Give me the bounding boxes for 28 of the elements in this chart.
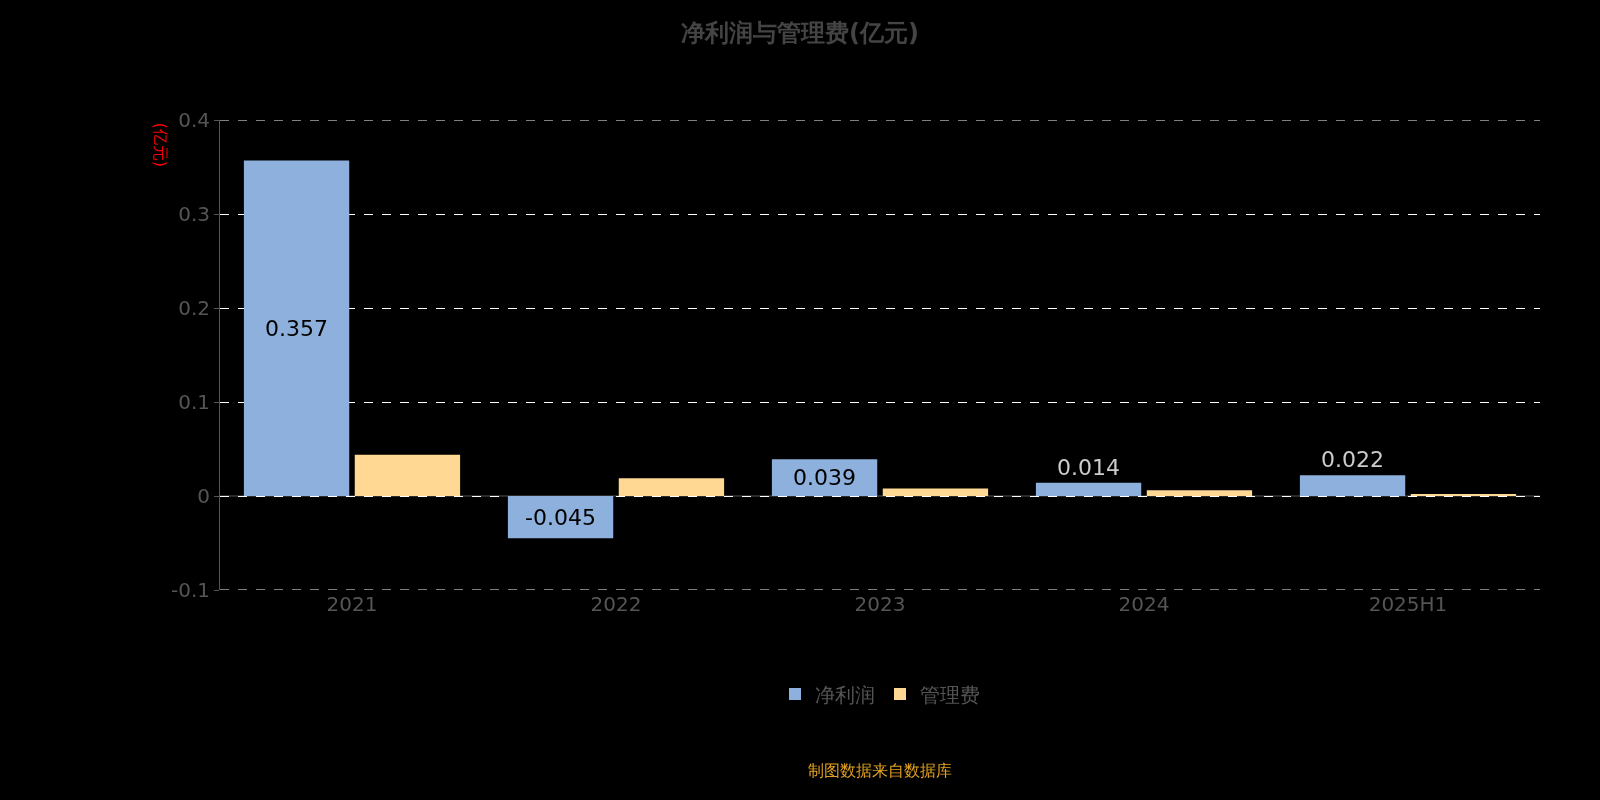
bar (882, 488, 989, 496)
bar (354, 454, 461, 496)
x-tick-label: 2024 (1118, 592, 1170, 616)
y-tick-label: 0.2 (178, 296, 210, 320)
y-tick-label: 0 (197, 484, 210, 508)
y-tick-label: 0.4 (178, 108, 210, 132)
data-label: 0.357 (265, 315, 329, 341)
data-label: 0.022 (1321, 447, 1385, 473)
x-tick-label: 2023 (854, 592, 906, 616)
legend-label: 管理费 (920, 682, 980, 707)
y-tick-label: -0.1 (170, 578, 210, 602)
x-tick-label: 2021 (326, 592, 378, 616)
bar (1146, 490, 1253, 496)
bar (243, 160, 350, 496)
y-tick-label: 0.1 (178, 390, 210, 414)
bar (618, 478, 725, 496)
y-tick-label: 0.3 (178, 202, 210, 226)
bar (1299, 475, 1406, 496)
chart-title: 净利润与管理费(亿元) (681, 18, 919, 47)
bar (1035, 482, 1142, 496)
text: 制图数据来自数据库 (808, 761, 952, 780)
legend-label: 净利润 (815, 682, 875, 707)
data-label: -0.045 (525, 504, 597, 530)
y-axis-title: (亿元) (150, 122, 170, 167)
x-tick-label: 2025H1 (1368, 592, 1448, 616)
data-label: 0.039 (793, 465, 857, 491)
data-label: 0.014 (1057, 454, 1121, 480)
x-tick-label: 2022 (590, 592, 642, 616)
